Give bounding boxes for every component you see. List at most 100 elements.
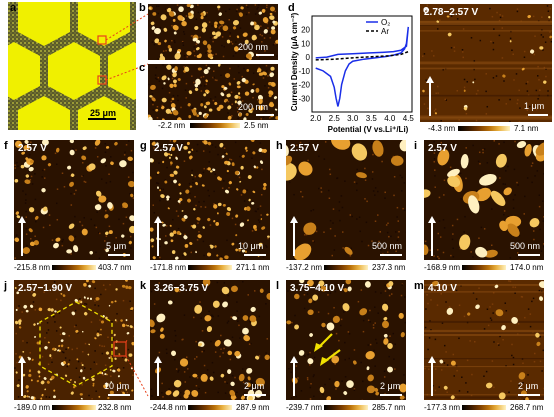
scan-arrow xyxy=(21,362,23,396)
panel-label-d: d xyxy=(288,2,295,14)
panel-m: 4.10 V 2 μm xyxy=(424,280,544,400)
panel-l: 3.75−4.10 V 2 μm xyxy=(286,280,406,400)
colorbar-max: 7.1 nm xyxy=(514,124,539,133)
panel-j: 2.57−1.90 V 10 μm xyxy=(14,280,134,400)
colorbar-min: -239.7 nm xyxy=(286,403,323,412)
colorbar-max: 174.0 nm xyxy=(510,263,544,272)
colorbar-max: 232.8 nm xyxy=(98,403,132,412)
scale-bar xyxy=(256,54,274,56)
colorbar-min: -137.2 nm xyxy=(286,263,323,272)
voltage-label: 2.57 V xyxy=(290,143,319,154)
scan-arrow-head xyxy=(428,356,436,363)
scan-arrow-head xyxy=(428,216,436,223)
panel-h: 2.57 V 500 nm xyxy=(286,140,406,260)
scale-bar-label: 5 μm xyxy=(106,241,127,251)
colorbar-min: -2.2 nm xyxy=(158,121,186,130)
scale-bar xyxy=(108,254,130,256)
x-tick-label: 2.5 xyxy=(329,114,341,123)
legend-label: Ar xyxy=(381,27,389,36)
series-line xyxy=(315,26,410,107)
colorbar xyxy=(462,405,506,410)
scan-arrow-head xyxy=(18,356,26,363)
scale-bar-label: 1 μm xyxy=(524,101,545,111)
scale-bar-label: 500 nm xyxy=(372,241,403,251)
series-line xyxy=(315,50,409,61)
scan-arrow xyxy=(157,362,159,396)
panel-label-g: g xyxy=(140,140,147,152)
panel-label-i: i xyxy=(414,140,418,152)
scale-bar-label: 500 nm xyxy=(510,241,541,251)
colorbar xyxy=(188,405,232,410)
scale-bar-label: 10 μm xyxy=(238,241,264,251)
scale-bar xyxy=(380,254,402,256)
voltage-label: 2.57 V xyxy=(428,143,457,154)
colorbar xyxy=(52,405,96,410)
scale-bar-label: 2 μm xyxy=(518,381,539,391)
scan-arrow-head xyxy=(18,216,26,223)
colorbar-min: -244.8 nm xyxy=(150,403,187,412)
panel-a-connectors xyxy=(105,13,149,81)
x-tick-label: 3.5 xyxy=(366,114,378,123)
scale-bar xyxy=(518,394,540,396)
x-axis-label: Potential (V vs.Li⁺/Li) xyxy=(328,125,409,134)
scale-bar-label: 25 μm xyxy=(90,108,117,118)
panel-j-connectors xyxy=(125,340,149,397)
scale-bar-label: 10 μm xyxy=(104,381,130,391)
y-tick-label: -10 xyxy=(298,67,310,76)
panel-a: a 25 μm xyxy=(8,2,136,130)
voltage-label: 3.75−4.10 V xyxy=(290,283,345,294)
x-tick-label: 4.0 xyxy=(384,114,396,123)
colorbar-min: -215.8 nm xyxy=(14,263,51,272)
panel-f: 2.57 V 5 μm xyxy=(14,140,134,260)
scale-bar-label: 2 μm xyxy=(380,381,401,391)
scale-bar xyxy=(256,114,274,116)
panel-c: 200 nm xyxy=(148,64,278,120)
y-tick-label: 0 xyxy=(306,53,311,62)
colorbar-max: 268.7 nm xyxy=(510,403,544,412)
voltage-label: 2.57 V xyxy=(18,143,47,154)
voltage-label: 4.10 V xyxy=(428,283,457,294)
scale-bar xyxy=(518,254,540,256)
scale-bar xyxy=(528,114,548,116)
colorbar xyxy=(52,265,96,270)
colorbar-min: -177.3 nm xyxy=(424,403,461,412)
voltage-label: 2.57 V xyxy=(154,143,183,154)
scale-bar xyxy=(380,394,402,396)
scan-arrow-head xyxy=(290,356,298,363)
colorbar-min: -4.3 nm xyxy=(428,124,456,133)
scan-arrow xyxy=(21,222,23,256)
colorbar-max: 237.3 nm xyxy=(372,263,406,272)
scan-arrow-head xyxy=(290,216,298,223)
y-axis-label: Current Density (μA cm⁻²) xyxy=(290,12,299,111)
panel-label-k: k xyxy=(140,280,147,292)
scan-arrow xyxy=(293,362,295,396)
scale-bar xyxy=(108,394,130,396)
y-tick-label: -30 xyxy=(298,94,310,103)
colorbar xyxy=(324,265,368,270)
panel-a-image xyxy=(8,2,136,130)
scale-bar xyxy=(244,394,266,396)
legend-label: O₂ xyxy=(381,18,390,27)
colorbar-max: 403.7 nm xyxy=(98,263,132,272)
scan-arrow xyxy=(429,82,431,116)
colorbar xyxy=(458,126,510,131)
x-tick-label: 4.5 xyxy=(403,114,415,123)
voltage-label: 2.57−1.90 V xyxy=(18,283,73,294)
scale-bar xyxy=(244,254,266,256)
panel-k: 3.26−3.75 V 2 μm xyxy=(150,280,270,400)
y-tick-label: -20 xyxy=(298,81,310,90)
colorbar xyxy=(190,123,240,128)
scale-bar-label: 200 nm xyxy=(238,42,269,52)
panel-g: 2.57 V 10 μm xyxy=(150,140,270,260)
colorbar xyxy=(462,265,506,270)
scan-arrow-head xyxy=(426,76,434,83)
panel-label-l: l xyxy=(276,280,280,292)
panel-label-e: e xyxy=(423,4,430,16)
panel-b: b 200 nm xyxy=(148,4,278,60)
panel-e: 2.78−2.57 V 1 μm xyxy=(420,4,552,122)
colorbar xyxy=(324,405,368,410)
colorbar-max: 287.9 nm xyxy=(236,403,270,412)
colorbar xyxy=(188,265,232,270)
panel-label-f: f xyxy=(4,140,8,152)
